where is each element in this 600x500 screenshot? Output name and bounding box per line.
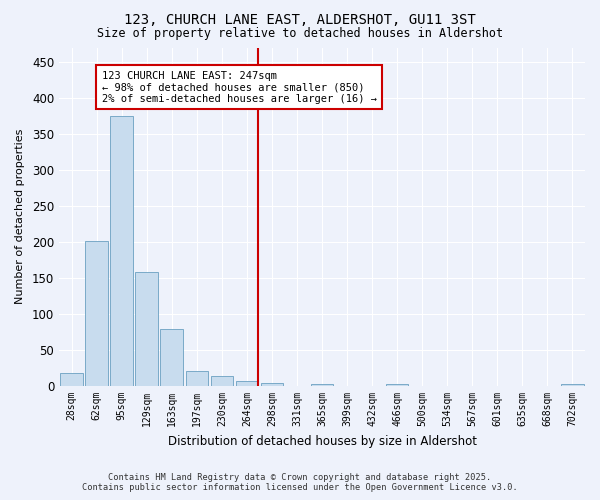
Text: 123 CHURCH LANE EAST: 247sqm
← 98% of detached houses are smaller (850)
2% of se: 123 CHURCH LANE EAST: 247sqm ← 98% of de… [101, 70, 377, 104]
Y-axis label: Number of detached properties: Number of detached properties [15, 129, 25, 304]
Bar [61, 373, 83, 386]
Text: 123, CHURCH LANE EAST, ALDERSHOT, GU11 3ST: 123, CHURCH LANE EAST, ALDERSHOT, GU11 3… [124, 12, 476, 26]
Bar [260, 383, 283, 386]
Bar [110, 116, 133, 386]
Text: Contains HM Land Registry data © Crown copyright and database right 2025.
Contai: Contains HM Land Registry data © Crown c… [82, 473, 518, 492]
Bar [136, 272, 158, 386]
Bar [85, 240, 108, 386]
Bar [561, 384, 584, 386]
Text: Size of property relative to detached houses in Aldershot: Size of property relative to detached ho… [97, 28, 503, 40]
Bar [160, 329, 183, 386]
Bar [211, 376, 233, 386]
X-axis label: Distribution of detached houses by size in Aldershot: Distribution of detached houses by size … [167, 434, 476, 448]
Bar [236, 381, 258, 386]
Bar [185, 371, 208, 386]
Bar [311, 384, 333, 386]
Bar [386, 384, 409, 386]
